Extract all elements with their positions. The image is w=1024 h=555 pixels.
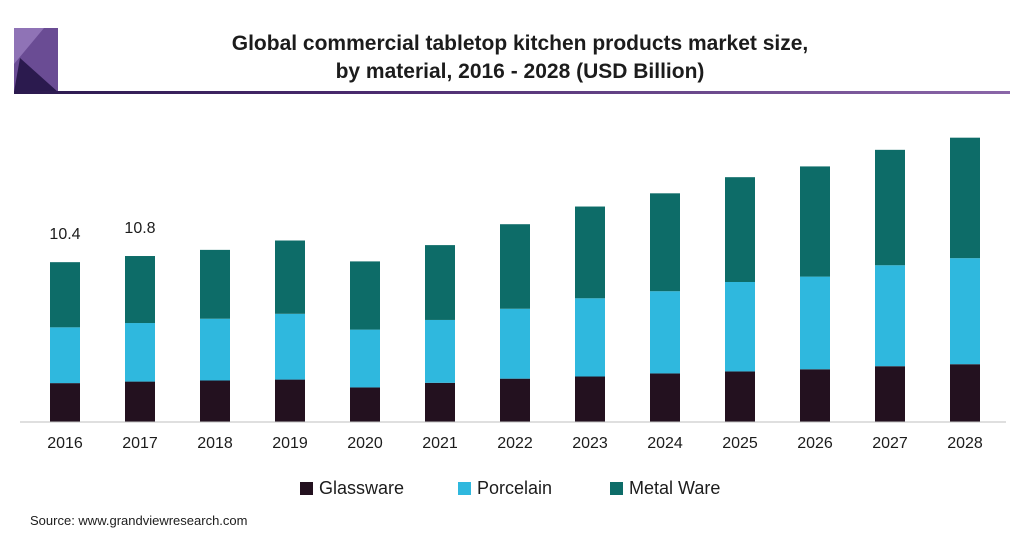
legend-label: Glassware <box>319 478 405 498</box>
bar-metal-ware-2022 <box>500 224 530 309</box>
bar-glassware-2016 <box>50 383 80 422</box>
x-tick-label-2027: 2027 <box>872 435 908 452</box>
bar-glassware-2028 <box>950 364 980 422</box>
bar-glassware-2027 <box>875 366 905 422</box>
x-tick-label-2023: 2023 <box>572 435 608 452</box>
x-tick-label-2021: 2021 <box>422 435 458 452</box>
data-labels: 10.4 10.8 <box>49 220 155 243</box>
x-tick-label-2022: 2022 <box>497 435 533 452</box>
bar-porcelain-2022 <box>500 308 530 379</box>
bar-glassware-2024 <box>650 373 680 422</box>
bar-glassware-2021 <box>425 382 455 422</box>
source-note: Source: www.grandviewresearch.com <box>30 513 248 528</box>
bar-metal-ware-2023 <box>575 206 605 299</box>
bar-metal-ware-2016 <box>50 262 80 328</box>
bar-porcelain-2028 <box>950 258 980 365</box>
x-tick-label-2024: 2024 <box>647 435 683 452</box>
bar-porcelain-2019 <box>275 313 305 380</box>
legend-item-glassware: Glassware <box>300 478 404 499</box>
bar-glassware-2023 <box>575 376 605 422</box>
data-label-2016: 10.4 <box>49 226 80 243</box>
bar-porcelain-2021 <box>425 319 455 383</box>
bar-porcelain-2027 <box>875 265 905 367</box>
legend-item-porcelain: Porcelain <box>458 478 552 499</box>
bar-porcelain-2026 <box>800 276 830 370</box>
x-tick-label-2020: 2020 <box>347 435 383 452</box>
bar-metal-ware-2021 <box>425 245 455 320</box>
bar-glassware-2020 <box>350 387 380 422</box>
chart-title: Global commercial tabletop kitchen produ… <box>140 30 900 86</box>
logo-mark-lower <box>14 58 58 92</box>
chart-title-line-2: by material, 2016 - 2028 (USD Billion) <box>335 60 705 83</box>
data-label-2017: 10.8 <box>124 220 155 237</box>
bar-metal-ware-2017 <box>125 256 155 324</box>
legend-swatch <box>610 482 623 495</box>
bar-metal-ware-2019 <box>275 240 305 314</box>
legend-swatch <box>300 482 313 495</box>
bar-glassware-2025 <box>725 371 755 422</box>
bar-porcelain-2020 <box>350 329 380 388</box>
bar-porcelain-2016 <box>50 327 80 384</box>
brand-logo <box>14 28 58 97</box>
bar-porcelain-2017 <box>125 323 155 382</box>
bar-glassware-2026 <box>800 369 830 422</box>
x-axis-tick-labels: 2016 2017 2018 2019 2020 2021 2022 2023 2024 2025… <box>47 435 983 452</box>
bar-metal-ware-2028 <box>950 137 980 259</box>
chart-bars <box>50 137 980 422</box>
bar-metal-ware-2025 <box>725 177 755 282</box>
x-tick-label-2017: 2017 <box>122 435 158 452</box>
x-tick-label-2018: 2018 <box>197 435 233 452</box>
legend-item-metal-ware: Metal Ware <box>610 478 720 499</box>
bar-metal-ware-2024 <box>650 193 680 292</box>
chart-legend: Glassware Porcelain Metal Ware <box>0 478 1024 502</box>
bar-metal-ware-2018 <box>200 249 230 319</box>
bar-porcelain-2024 <box>650 291 680 374</box>
legend-label: Metal Ware <box>629 478 721 498</box>
x-tick-label-2016: 2016 <box>47 435 83 452</box>
bar-porcelain-2018 <box>200 318 230 381</box>
x-tick-label-2025: 2025 <box>722 435 758 452</box>
bar-metal-ware-2026 <box>800 166 830 277</box>
x-tick-label-2019: 2019 <box>272 435 308 452</box>
bar-metal-ware-2020 <box>350 261 380 330</box>
bar-glassware-2019 <box>275 379 305 422</box>
logo-mark-upper <box>14 28 44 64</box>
bar-glassware-2017 <box>125 381 155 422</box>
stacked-bar-chart: 2016 2017 2018 2019 2020 2021 2022 2023 2024 2025… <box>20 137 1006 452</box>
legend-swatch <box>458 482 471 495</box>
bar-porcelain-2025 <box>725 281 755 372</box>
x-tick-label-2028: 2028 <box>947 435 983 452</box>
legend-label: Porcelain <box>477 478 553 498</box>
bar-metal-ware-2027 <box>875 149 905 266</box>
bar-glassware-2022 <box>500 378 530 422</box>
bar-porcelain-2023 <box>575 298 605 377</box>
header-divider <box>14 91 1010 94</box>
chart-title-line-1: Global commercial tabletop kitchen produ… <box>231 32 809 55</box>
x-tick-label-2026: 2026 <box>797 435 833 452</box>
bar-glassware-2018 <box>200 380 230 422</box>
